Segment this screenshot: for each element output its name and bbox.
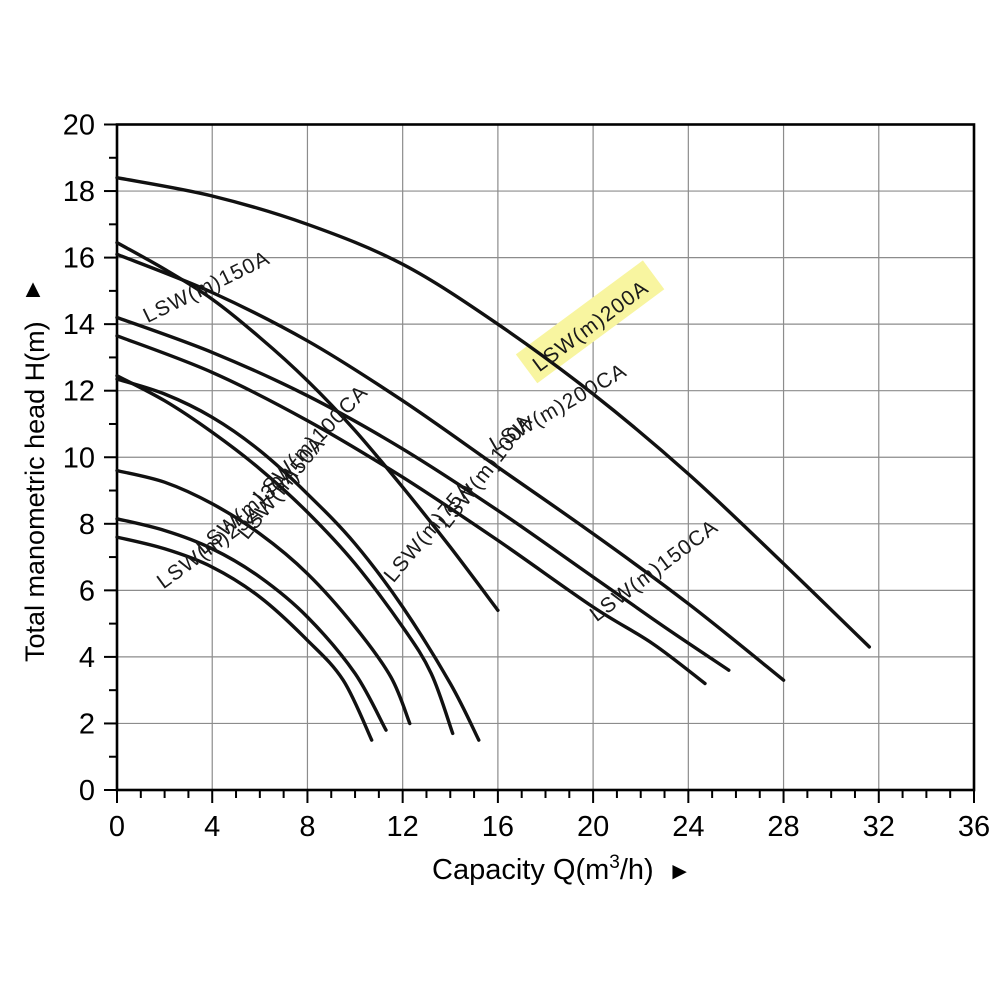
y-tick-label: 4 (79, 642, 95, 674)
x-tick-label: 36 (958, 811, 990, 843)
x-axis-title: Capacity Q(m3/h) ► (432, 852, 691, 886)
curve-lsw-m-100ca (115, 374, 455, 736)
x-tick-label: 0 (109, 811, 125, 843)
x-tick-label: 32 (863, 811, 895, 843)
y-tick-label: 16 (63, 243, 95, 275)
x-tick-label: 24 (672, 811, 704, 843)
curve-lsw-m-30a (115, 517, 388, 732)
label-highlights (515, 260, 665, 384)
plot-frame (115, 123, 976, 792)
x-tick-label: 12 (387, 811, 419, 843)
y-tick-label: 6 (79, 575, 95, 607)
highlight-lsw-m-200a (515, 260, 665, 384)
y-axis-title: Total manometric head H(m) (20, 321, 50, 662)
y-tick-labels: 0 2 4 6 8 10 12 14 16 18 20 (63, 110, 95, 808)
curves (115, 176, 871, 742)
y-tick-label: 10 (63, 442, 95, 474)
y-tick-label: 18 (63, 176, 95, 208)
y-tick-label: 14 (63, 309, 95, 341)
gridlines (117, 124, 974, 790)
curve-lsw-m-150a (115, 315, 731, 672)
curve-lsw-m-200ca (115, 252, 786, 682)
axis-ticks (104, 123, 975, 803)
x-tick-label: 20 (577, 811, 609, 843)
y-tick-label: 12 (63, 376, 95, 408)
curve-lsw-m-150ca (115, 334, 707, 686)
curve-lsw-m-50a (115, 468, 412, 726)
y-tick-label: 2 (79, 708, 95, 740)
x-tick-label: 4 (204, 811, 220, 843)
curve-lsw-m-200a (115, 176, 871, 649)
y-axis-arrow-icon: ▲ (21, 275, 46, 303)
x-axis-arrow-icon: ► (668, 858, 692, 885)
y-tick-label: 8 (79, 509, 95, 541)
x-tick-labels: 0 4 8 12 16 20 24 28 32 36 (109, 811, 990, 843)
curve-lsw-m-25a (115, 535, 374, 742)
x-tick-label: 16 (482, 811, 514, 843)
y-tick-label: 20 (63, 110, 95, 142)
x-tick-label: 8 (299, 811, 315, 843)
x-tick-label: 28 (767, 811, 799, 843)
y-tick-label: 0 (79, 775, 95, 807)
curve-lsw-m-75a (115, 377, 481, 742)
